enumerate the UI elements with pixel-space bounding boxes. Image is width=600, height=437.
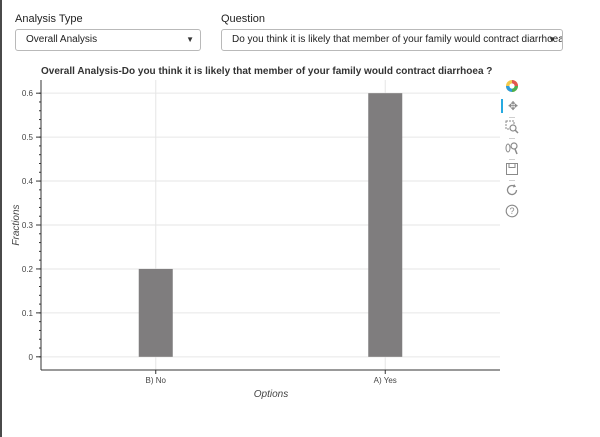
y-tick-label: 0.5	[22, 133, 34, 142]
chevron-down-icon: ▼	[548, 35, 556, 44]
x-tick-label: B) No	[146, 376, 167, 385]
toolbar-divider	[509, 138, 515, 139]
analysis-type-value: Overall Analysis	[26, 34, 98, 45]
chart-title: Overall Analysis-Do you think it is like…	[41, 66, 492, 77]
toolbar-divider	[509, 180, 515, 181]
pan-icon[interactable]: ✥	[501, 99, 519, 113]
y-tick-label: 0.1	[22, 309, 34, 318]
help-icon[interactable]: ?	[505, 204, 519, 218]
x-tick-label: A) Yes	[374, 376, 397, 385]
save-icon[interactable]	[505, 162, 519, 176]
question-value: Do you think it is likely that member of…	[232, 34, 563, 45]
bar-no[interactable]	[138, 268, 173, 357]
svg-text:?: ?	[509, 206, 514, 216]
chevron-down-icon: ▼	[186, 35, 194, 44]
y-tick-label: 0.6	[22, 89, 34, 98]
analysis-type-select[interactable]: Overall Analysis ▼	[15, 29, 201, 51]
wheel-zoom-icon[interactable]	[505, 141, 519, 155]
y-tick-label: 0.4	[22, 177, 34, 186]
question-select[interactable]: Do you think it is likely that member of…	[221, 29, 563, 51]
reset-icon[interactable]	[505, 183, 519, 197]
analysis-type-label: Analysis Type	[15, 13, 83, 25]
analysis-type-control: Analysis Type Overall Analysis ▼	[15, 13, 201, 51]
window-edge	[0, 0, 2, 437]
y-tick-label: 0.2	[22, 265, 34, 274]
y-tick-label: 0.3	[22, 221, 34, 230]
x-axis-label: Options	[254, 389, 288, 400]
bokeh-logo-icon[interactable]	[505, 79, 519, 93]
bar-yes[interactable]	[368, 93, 403, 357]
toolbar-divider	[509, 159, 515, 160]
y-tick-label: 0	[29, 353, 34, 362]
question-control: Question Do you think it is likely that …	[221, 13, 563, 51]
question-label: Question	[221, 13, 266, 25]
box-zoom-icon[interactable]	[505, 120, 519, 134]
toolbar-divider	[509, 117, 515, 118]
y-axis-label: Fractions	[11, 204, 22, 245]
